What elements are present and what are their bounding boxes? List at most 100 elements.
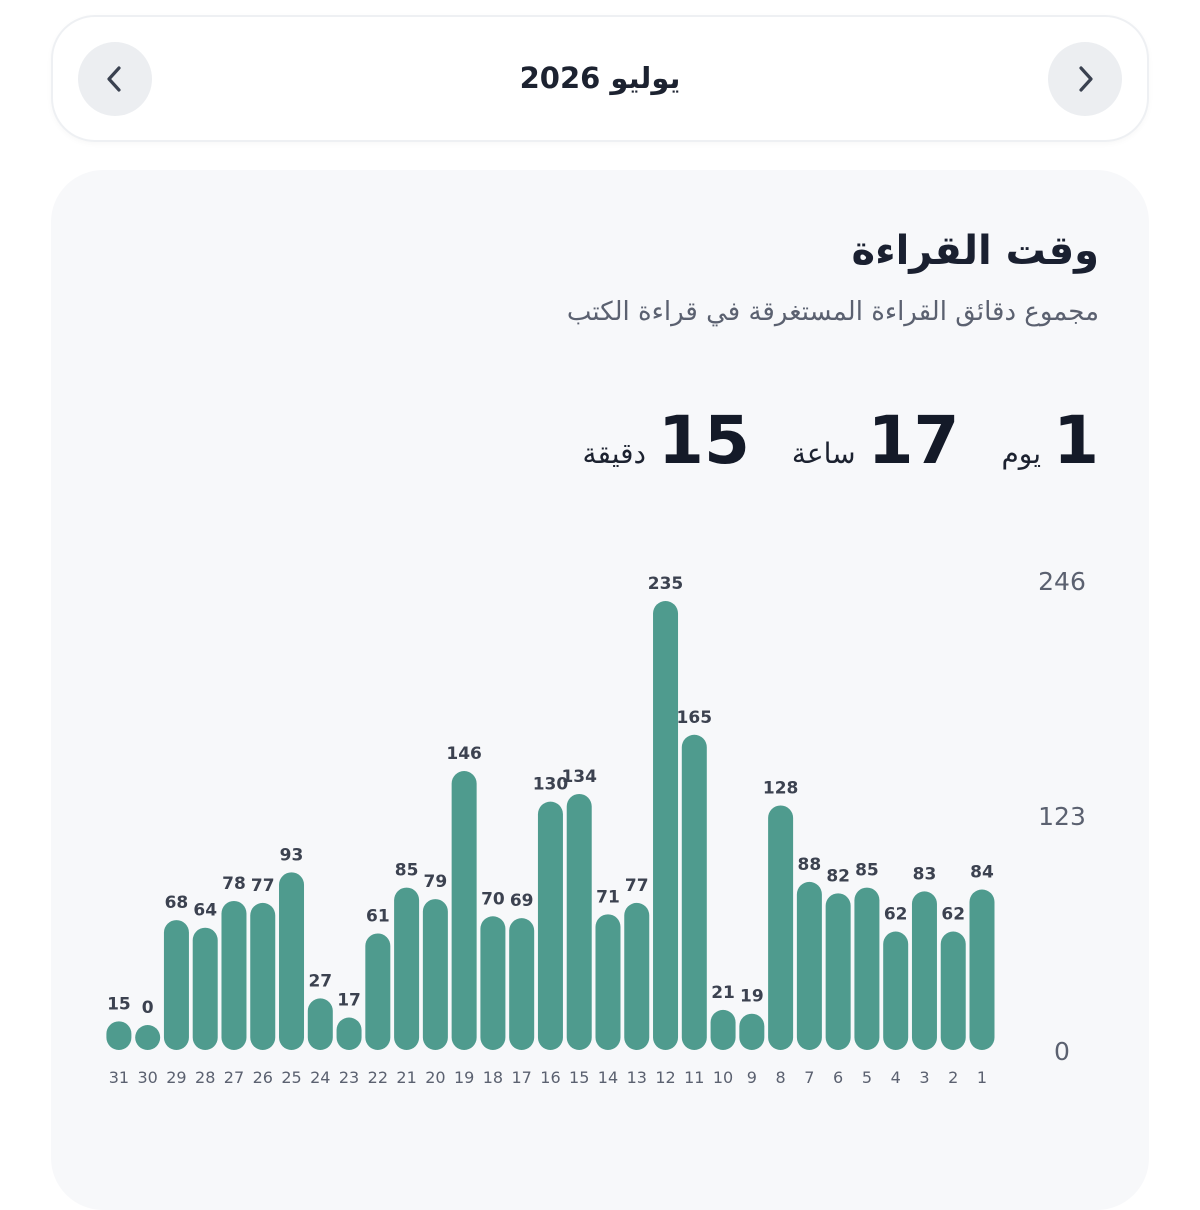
bar-value-label: 17: [337, 991, 361, 1011]
bar-day-7: [796, 881, 822, 1050]
x-axis-tick-label: 14: [598, 1068, 618, 1087]
x-axis-tick-label: 16: [540, 1068, 560, 1087]
bar-day-3: [911, 891, 937, 1050]
bar-value-label: 85: [395, 861, 419, 881]
bar-value-label: 235: [648, 574, 684, 594]
x-axis-tick-label: 26: [253, 1068, 273, 1087]
bar-day-9: [739, 1013, 765, 1050]
bar-value-label: 15: [107, 994, 131, 1014]
next-month-button[interactable]: [1048, 42, 1122, 116]
bar-day-16: [537, 801, 563, 1050]
bar-day-1: [969, 889, 995, 1050]
bar-value-label: 130: [533, 775, 569, 795]
bar-value-label: 78: [222, 874, 246, 894]
bar-value-label: 19: [740, 987, 764, 1007]
x-axis-tick-label: 22: [368, 1068, 388, 1087]
bar-day-17: [509, 918, 535, 1050]
bar-value-label: 83: [913, 864, 937, 884]
bar-value-label: 146: [446, 744, 482, 764]
bar-value-label: 88: [798, 855, 822, 875]
x-axis-tick-label: 24: [310, 1068, 330, 1087]
bar-day-13: [624, 902, 650, 1050]
x-axis-tick-label: 30: [137, 1068, 157, 1087]
bar-day-6: [825, 893, 851, 1050]
x-axis-tick-label: 20: [425, 1068, 445, 1087]
x-axis-tick-label: 1: [977, 1068, 987, 1087]
x-axis-tick-label: 4: [891, 1068, 901, 1087]
x-axis-tick-label: 19: [454, 1068, 474, 1087]
bar-value-label: 128: [763, 778, 799, 798]
x-axis-tick-label: 9: [747, 1068, 757, 1087]
x-axis-tick-label: 27: [224, 1068, 244, 1087]
x-axis-tick-label: 12: [655, 1068, 675, 1087]
card-title: وقت القراءة: [851, 228, 1100, 274]
bar-day-19: [451, 771, 477, 1050]
bar-value-label: 0: [142, 998, 154, 1018]
bar-value-label: 69: [510, 891, 534, 911]
card-subtitle: مجموع دقائق القراءة المستغرقة في قراءة ا…: [566, 297, 1099, 327]
bar-day-4: [883, 931, 909, 1050]
total-hours-value: 17: [867, 402, 960, 479]
x-axis-tick-label: 15: [569, 1068, 589, 1087]
bar-day-29: [163, 920, 189, 1050]
x-axis-tick-label: 18: [483, 1068, 503, 1087]
x-axis-tick-label: 10: [713, 1068, 733, 1087]
bar-day-27: [221, 900, 247, 1050]
x-axis-tick-label: 17: [512, 1068, 532, 1087]
bar-value-label: 85: [855, 861, 879, 881]
bar-value-label: 62: [884, 905, 908, 925]
x-axis-tick-label: 2: [948, 1068, 958, 1087]
bar-day-8: [768, 805, 794, 1050]
y-axis-tick-label: 123: [1038, 802, 1086, 831]
bar-day-24: [307, 998, 333, 1050]
bar-day-30: [135, 1025, 161, 1050]
bar-day-21: [394, 887, 420, 1050]
x-axis-tick-label: 7: [804, 1068, 814, 1087]
daily-reading-bar-chart: 0123246841622833624855826887128819921101…: [106, 567, 1086, 1087]
x-axis-tick-label: 31: [109, 1068, 129, 1087]
bar-day-18: [480, 916, 506, 1050]
total-minutes-unit: دقيقة: [582, 437, 647, 470]
total-days-unit: يوم: [1001, 437, 1042, 470]
bar-value-label: 70: [481, 889, 505, 909]
month-navigator: يوليو 2026: [51, 15, 1149, 142]
x-axis-tick-label: 29: [166, 1068, 186, 1087]
x-axis-tick-label: 23: [339, 1068, 359, 1087]
bar-day-20: [422, 899, 448, 1050]
x-axis-tick-label: 11: [684, 1068, 704, 1087]
total-minutes-value: 15: [658, 402, 750, 479]
x-axis-tick-label: 13: [627, 1068, 647, 1087]
bar-day-31: [106, 1021, 132, 1050]
bar-value-label: 62: [941, 905, 965, 925]
x-axis-tick-label: 25: [281, 1068, 301, 1087]
chevron-left-icon: [107, 66, 121, 92]
bar-value-label: 134: [561, 767, 597, 787]
x-axis-tick-label: 3: [919, 1068, 929, 1087]
bar-value-label: 84: [970, 863, 994, 883]
bar-value-label: 21: [711, 983, 735, 1003]
month-label: يوليو 2026: [519, 61, 681, 95]
x-axis-tick-label: 6: [833, 1068, 843, 1087]
bar-day-25: [279, 872, 305, 1050]
bar-value-label: 82: [826, 866, 850, 886]
bar-day-10: [710, 1009, 736, 1050]
bar-value-label: 77: [251, 876, 275, 896]
x-axis-tick-label: 5: [862, 1068, 872, 1087]
bar-day-2: [940, 931, 966, 1050]
bar-day-23: [336, 1017, 362, 1050]
x-axis-tick-label: 8: [776, 1068, 786, 1087]
bar-day-28: [192, 927, 218, 1050]
bar-value-label: 64: [193, 901, 217, 921]
bar-day-11: [681, 734, 707, 1050]
bar-day-15: [566, 793, 592, 1050]
total-reading-time: 1 يوم 17 ساعة 15 دقيقة: [555, 402, 1099, 479]
bar-day-5: [854, 887, 880, 1050]
y-axis-tick-label: 0: [1054, 1037, 1070, 1066]
previous-month-button[interactable]: [78, 42, 152, 116]
bar-day-22: [365, 933, 391, 1050]
total-hours-unit: ساعة: [791, 437, 856, 470]
y-axis-tick-label: 246: [1038, 567, 1086, 596]
bar-day-26: [250, 902, 276, 1050]
bar-value-label: 61: [366, 906, 390, 926]
x-axis-tick-label: 28: [195, 1068, 215, 1087]
